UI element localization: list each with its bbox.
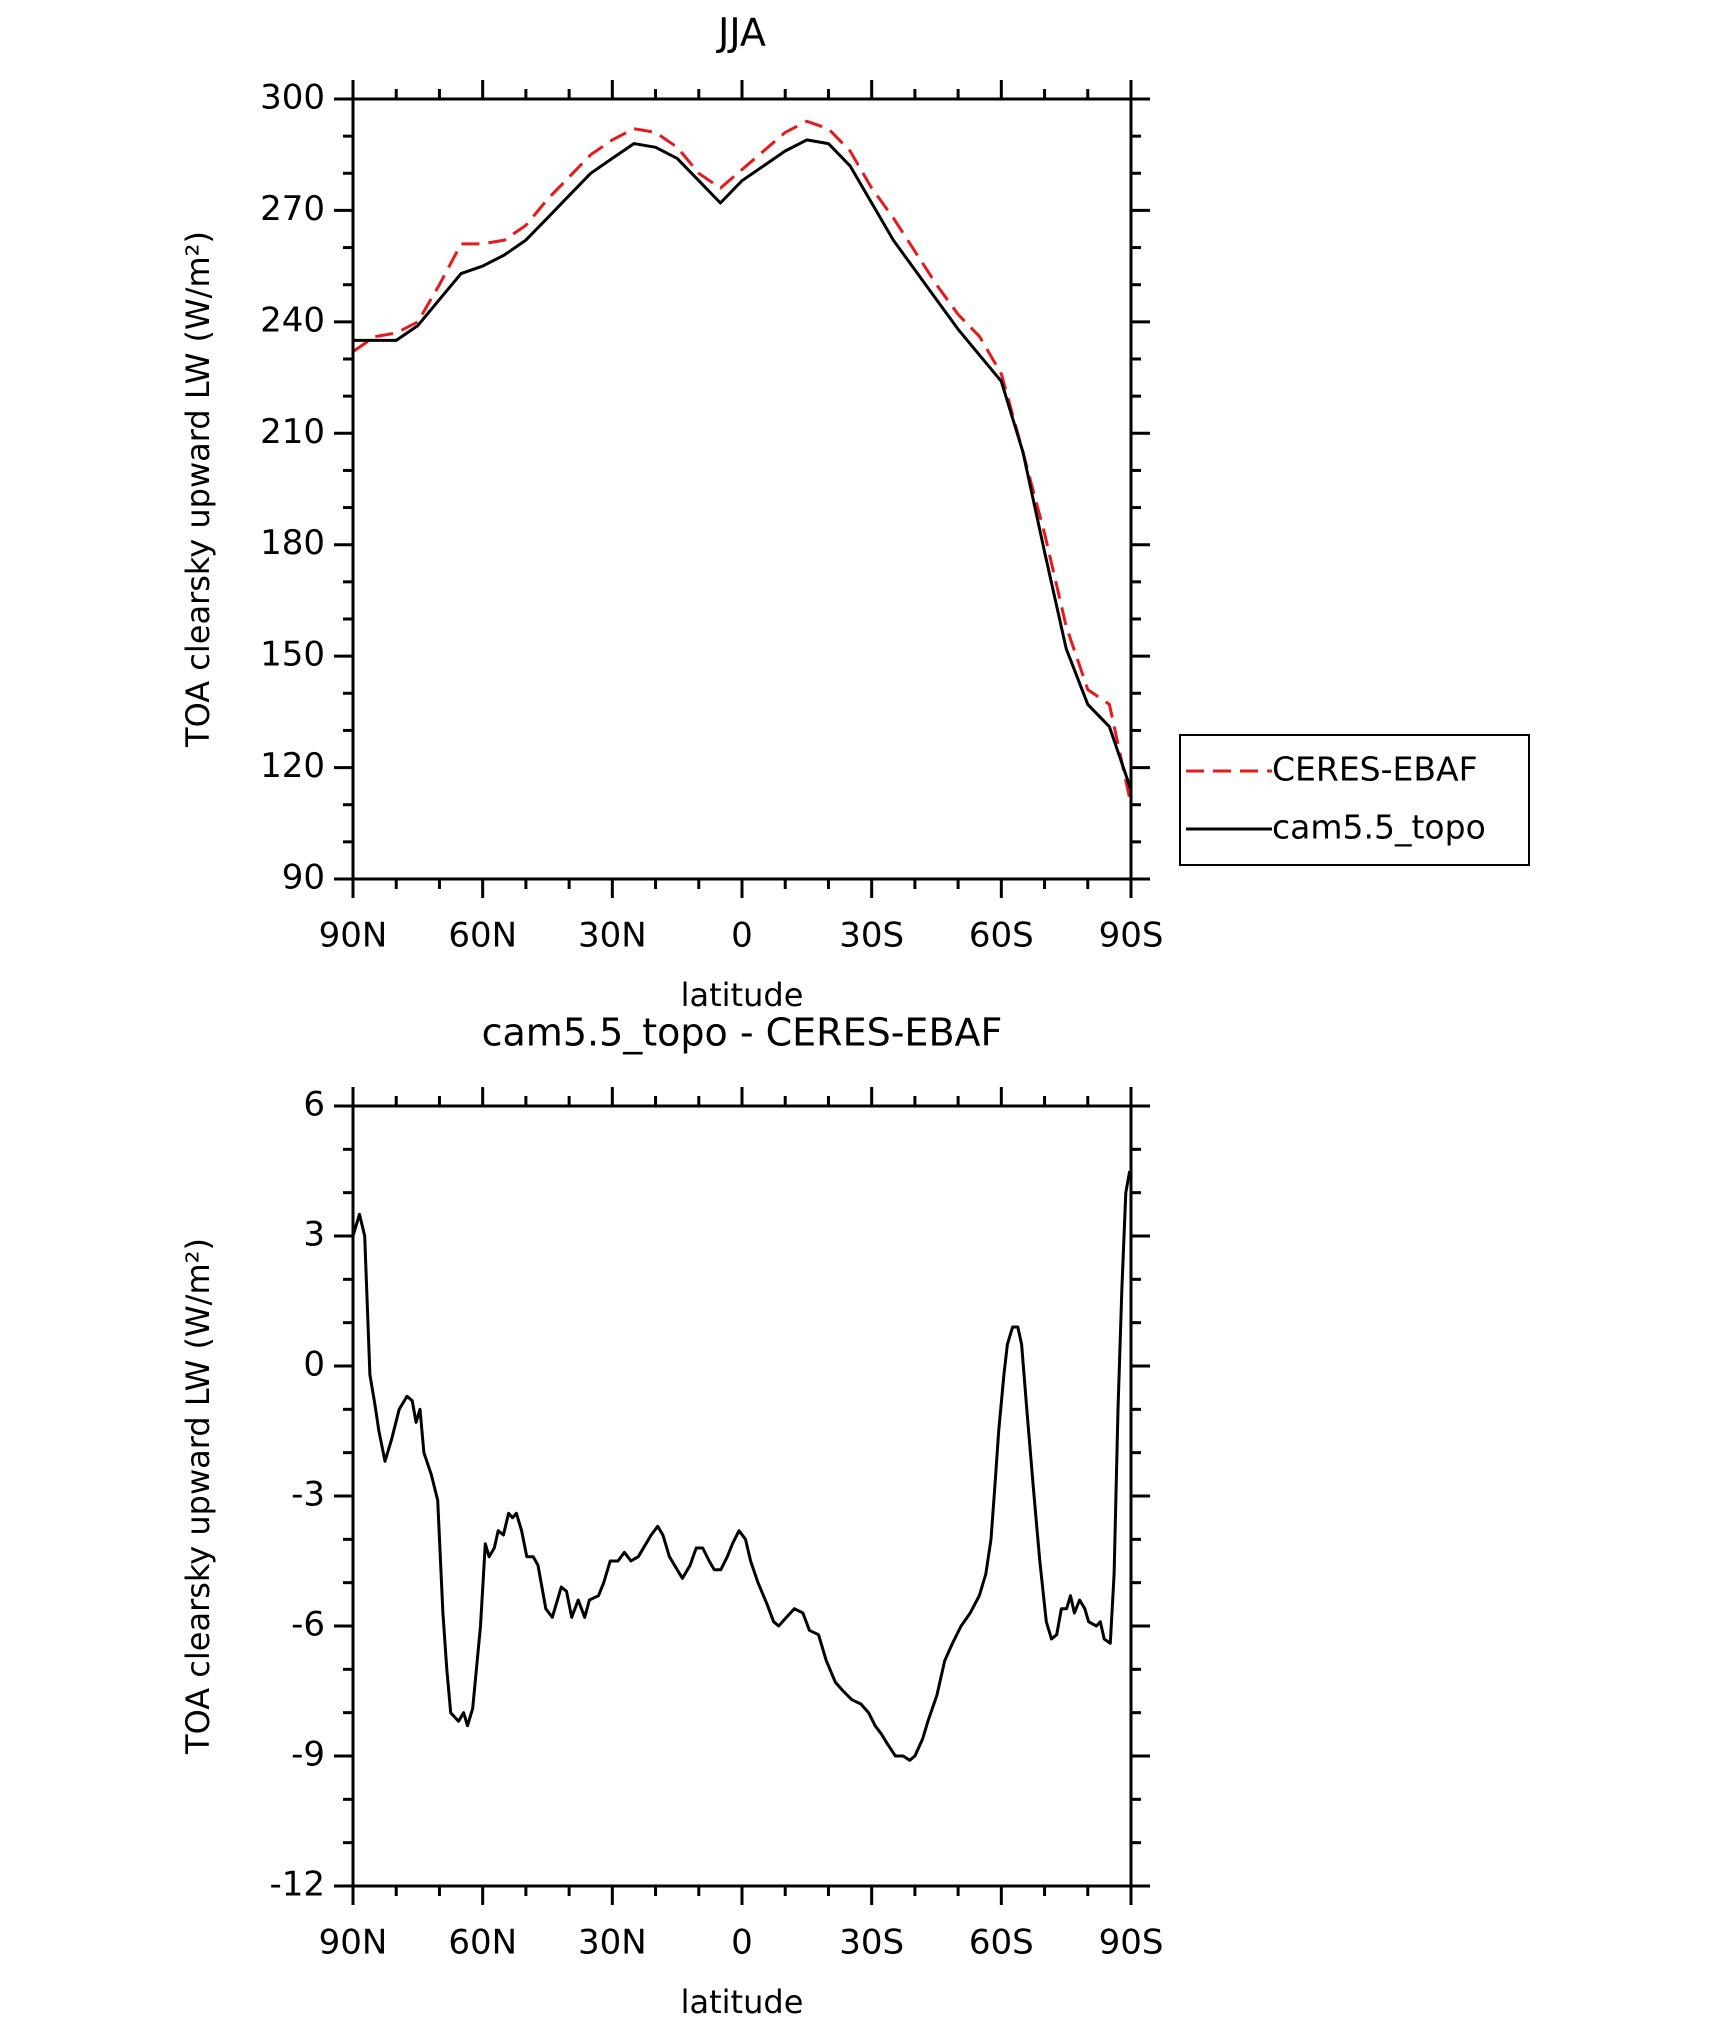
plot-frame <box>351 1104 1133 1888</box>
x-tick-label: 90S <box>1099 1923 1164 1963</box>
y-tick-label: -6 <box>291 1605 325 1645</box>
x-tick-label: 60N <box>448 1923 517 1963</box>
x-tick-label: 60S <box>969 1923 1034 1963</box>
data-line <box>351 1170 1132 1762</box>
y-tick-label: 240 <box>260 300 325 340</box>
x-axis-label: latitude <box>681 976 804 1014</box>
data-line <box>352 119 1133 806</box>
x-tick-label: 30S <box>839 916 904 956</box>
y-axis-label: TOA clearsky upward LW (W/m²) <box>179 1238 217 1755</box>
legend-label: cam5.5_topo <box>1272 808 1486 847</box>
x-tick-label: 30S <box>839 1923 904 1963</box>
x-tick-label: 90N <box>319 916 388 956</box>
y-axis-label: TOA clearsky upward LW (W/m²) <box>179 231 217 748</box>
x-axis-label: latitude <box>681 1983 804 2021</box>
chart-title: cam5.5_topo - CERES-EBAF <box>482 1011 1003 1055</box>
plot-frame <box>351 97 1133 881</box>
y-tick-label: -9 <box>291 1735 325 1775</box>
x-tick-label: 30N <box>578 916 647 956</box>
data-line <box>353 138 1133 791</box>
x-tick-label: 30N <box>578 1923 647 1963</box>
y-tick-label: 150 <box>260 635 325 675</box>
y-tick-label: -12 <box>269 1865 325 1905</box>
y-tick-label: 270 <box>260 189 325 229</box>
legend-box <box>1179 734 1530 866</box>
y-tick-label: 0 <box>303 1345 325 1385</box>
y-tick-label: 6 <box>303 1085 325 1125</box>
x-tick-label: 60S <box>969 916 1034 956</box>
x-tick-label: 60N <box>448 916 517 956</box>
y-tick-label: 3 <box>303 1215 325 1255</box>
x-tick-label: 0 <box>731 916 753 956</box>
y-tick-label: 120 <box>260 746 325 786</box>
y-tick-label: 300 <box>260 78 325 118</box>
y-tick-label: 90 <box>282 858 325 898</box>
y-tick-label: -3 <box>291 1475 325 1515</box>
y-tick-label: 180 <box>260 523 325 563</box>
legend-label: CERES-EBAF <box>1272 750 1478 789</box>
y-tick-label: 210 <box>260 412 325 452</box>
x-tick-label: 90S <box>1099 916 1164 956</box>
x-tick-label: 0 <box>731 1923 753 1963</box>
chart-title: JJA <box>716 11 766 55</box>
x-tick-label: 90N <box>319 1923 388 1963</box>
